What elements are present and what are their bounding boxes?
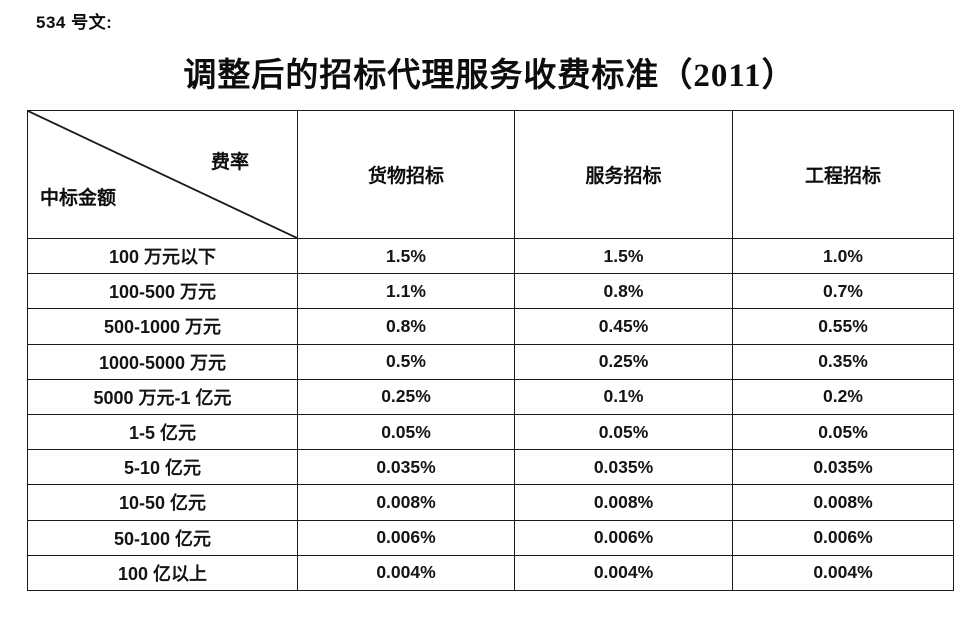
- amount-range-cell: 5000 万元-1 亿元: [27, 378, 298, 415]
- rate-cell: 0.006%: [732, 519, 954, 556]
- doc-number-label: 534 号文:: [36, 13, 113, 32]
- column-header-goods-bidding: 货物招标: [297, 110, 515, 239]
- rate-cell: 0.008%: [514, 484, 733, 521]
- amount-range-cell: 1-5 亿元: [27, 413, 298, 451]
- header-row: 费率 中标金额 货物招标 服务招标 工程招标: [27, 110, 954, 239]
- amount-range-cell: 50-100 亿元: [27, 519, 298, 556]
- rate-cell: 0.8%: [514, 273, 733, 310]
- rate-cell: 1.0%: [732, 237, 954, 275]
- rate-cell: 1.1%: [297, 273, 515, 310]
- amount-range-cell: 1000-5000 万元: [27, 343, 298, 380]
- table-row: 5000 万元-1 亿元 0.25% 0.1% 0.2%: [27, 378, 954, 415]
- rate-cell: 0.004%: [297, 554, 515, 591]
- amount-range-cell: 500-1000 万元: [27, 308, 298, 345]
- amount-range-cell: 100 亿以上: [27, 554, 298, 591]
- column-header-engineering-bidding: 工程招标: [732, 110, 954, 239]
- rate-cell: 0.5%: [297, 343, 515, 380]
- table-row: 100 亿以上 0.004% 0.004% 0.004%: [27, 554, 954, 591]
- rate-cell: 0.35%: [732, 343, 954, 380]
- rate-cell: 0.035%: [732, 449, 954, 486]
- fee-standard-table: 费率 中标金额 货物招标 服务招标 工程招标 100 万元以下 1.5% 1.5…: [27, 110, 954, 591]
- diagonal-divider: [28, 111, 297, 238]
- rate-cell: 0.006%: [297, 519, 515, 556]
- amount-range-cell: 100-500 万元: [27, 273, 298, 310]
- rate-cell: 0.004%: [732, 554, 954, 591]
- page-title: 调整后的招标代理服务收费标准（2011）: [183, 58, 796, 94]
- table-row: 500-1000 万元 0.8% 0.45% 0.55%: [27, 308, 954, 345]
- rate-cell: 0.25%: [297, 378, 515, 415]
- rate-cell: 0.2%: [732, 378, 954, 415]
- rate-cell: 0.006%: [514, 519, 733, 556]
- table-row: 100 万元以下 1.5% 1.5% 1.0%: [27, 237, 954, 275]
- table-row: 100-500 万元 1.1% 0.8% 0.7%: [27, 273, 954, 310]
- amount-range-cell: 5-10 亿元: [27, 449, 298, 486]
- rate-cell: 0.55%: [732, 308, 954, 345]
- table-row: 10-50 亿元 0.008% 0.008% 0.008%: [27, 484, 954, 521]
- rate-cell: 0.008%: [732, 484, 954, 521]
- amount-range-cell: 10-50 亿元: [27, 484, 298, 521]
- rate-cell: 0.008%: [297, 484, 515, 521]
- table-row: 50-100 亿元 0.006% 0.006% 0.006%: [27, 519, 954, 556]
- rate-cell: 0.25%: [514, 343, 733, 380]
- corner-amount-label: 中标金额: [40, 188, 117, 209]
- corner-rate-label: 费率: [210, 152, 249, 173]
- rate-cell: 1.5%: [514, 237, 733, 275]
- corner-header-cell: 费率 中标金额: [27, 110, 298, 239]
- rate-cell: 0.05%: [514, 413, 733, 451]
- rate-cell: 1.5%: [297, 237, 515, 275]
- rate-cell: 0.7%: [732, 273, 954, 310]
- table-row: 5-10 亿元 0.035% 0.035% 0.035%: [27, 449, 954, 486]
- rate-cell: 0.05%: [297, 413, 515, 451]
- rate-cell: 0.8%: [297, 308, 515, 345]
- rate-cell: 0.1%: [514, 378, 733, 415]
- rate-cell: 0.035%: [297, 449, 515, 486]
- rate-cell: 0.004%: [514, 554, 733, 591]
- amount-range-cell: 100 万元以下: [27, 237, 298, 275]
- column-header-service-bidding: 服务招标: [514, 110, 733, 239]
- table-row: 1000-5000 万元 0.5% 0.25% 0.35%: [27, 343, 954, 380]
- rate-cell: 0.45%: [514, 308, 733, 345]
- table-row: 1-5 亿元 0.05% 0.05% 0.05%: [27, 413, 954, 451]
- rate-cell: 0.05%: [732, 413, 954, 451]
- rate-cell: 0.035%: [514, 449, 733, 486]
